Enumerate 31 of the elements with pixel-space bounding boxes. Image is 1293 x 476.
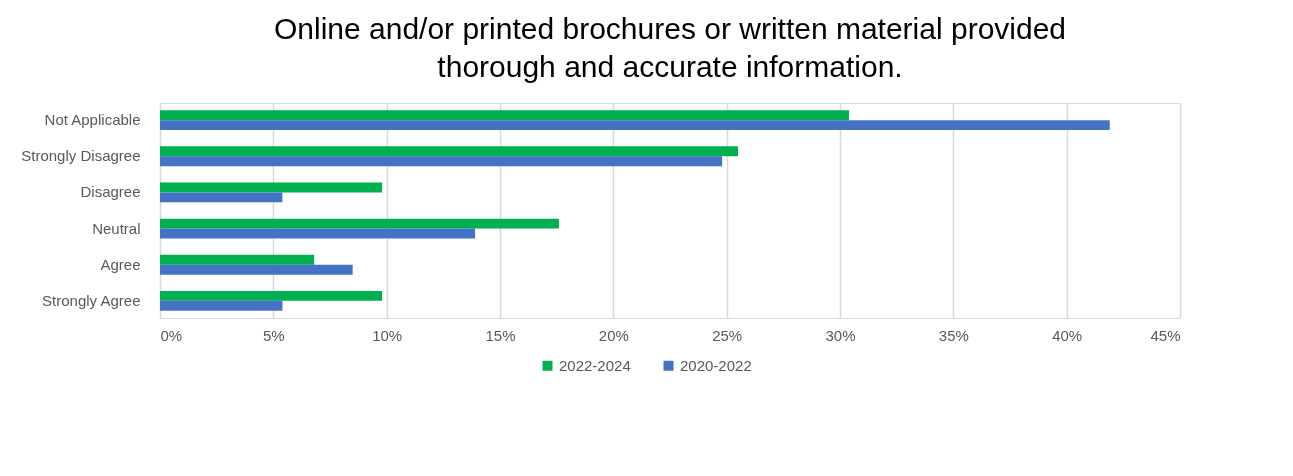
bar xyxy=(160,156,723,167)
y-tick-label: Disagree xyxy=(80,183,141,201)
bar xyxy=(160,146,738,157)
bar xyxy=(160,182,383,193)
x-tick-label: 45% xyxy=(1150,326,1181,344)
bar xyxy=(160,120,1110,131)
x-tick-label: 40% xyxy=(1052,326,1083,344)
bar xyxy=(160,254,315,265)
bar xyxy=(160,300,283,311)
chart-title: Online and/or printed brochures or written material provided thorough and accurate information. xyxy=(273,12,1067,83)
x-tick-label: 0% xyxy=(160,326,183,344)
x-tick-label: 25% xyxy=(712,326,743,344)
y-tick-label: Not Applicable xyxy=(44,111,141,129)
x-tick-label: 30% xyxy=(825,326,856,344)
bar xyxy=(160,264,353,275)
y-tick-label: Strongly Disagree xyxy=(21,147,141,165)
y-tick-label: Neutral xyxy=(92,219,141,237)
x-tick-label: 20% xyxy=(598,326,629,344)
x-tick-label: 15% xyxy=(485,326,516,344)
bar xyxy=(160,290,383,301)
bar xyxy=(160,228,476,239)
bar xyxy=(160,218,559,229)
bar xyxy=(160,110,850,121)
bar xyxy=(160,192,283,203)
y-tick-label: Agree xyxy=(100,255,141,273)
legend-label: 2020-2022 xyxy=(680,356,752,374)
x-tick-label: 10% xyxy=(372,326,403,344)
legend-label: 2022-2024 xyxy=(559,356,631,374)
x-tick-label: 5% xyxy=(262,326,285,344)
x-tick-label: 35% xyxy=(938,326,969,344)
y-tick-label: Strongly Agree xyxy=(42,291,141,309)
